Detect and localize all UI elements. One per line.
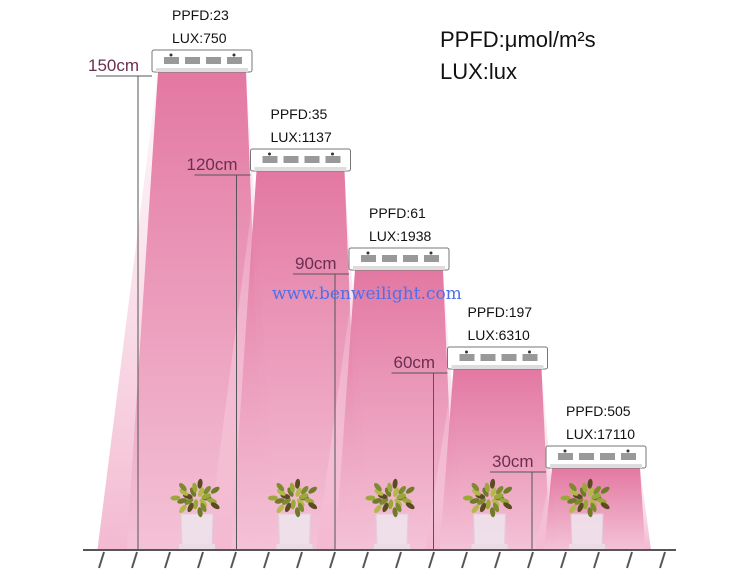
height-label: 60cm [394, 353, 436, 372]
led-module [382, 255, 397, 262]
ground-hatch [560, 551, 567, 569]
light-beam [230, 171, 360, 550]
lamps: PPFD:23 LUX:750 150cm PPFD:35 LUX:1137 120cm P… [88, 7, 647, 550]
led-module [206, 57, 221, 64]
lux-unit-legend: LUX:lux [440, 59, 517, 84]
led-module [501, 354, 517, 361]
led-module [558, 453, 573, 460]
led-module [459, 354, 475, 361]
ground-hatch [329, 551, 336, 569]
led-module [164, 57, 179, 64]
light-beams [97, 72, 652, 550]
led-module [361, 255, 376, 262]
ground-hatch [428, 551, 435, 569]
led-module [579, 453, 594, 460]
lux-value: LUX:1137 [271, 129, 332, 145]
ground-hatch [395, 551, 402, 569]
light-beam [335, 270, 456, 550]
ground-hatch [626, 551, 633, 569]
grow-light-lamp [348, 247, 450, 271]
led-module [621, 453, 636, 460]
height-label: 90cm [295, 254, 337, 273]
light-beam [439, 369, 551, 550]
ppfd-value: PPFD:23 [172, 7, 229, 23]
led-module [185, 57, 200, 64]
potted-plant [560, 478, 610, 550]
watermark: www.benweilight.com [272, 284, 462, 304]
grow-light-lamp [151, 49, 253, 73]
lux-value: LUX:6310 [468, 327, 530, 343]
grow-light-lamp [545, 445, 647, 469]
potted-plant [267, 478, 318, 550]
ground-hatch [197, 551, 204, 569]
ground-hatch [131, 551, 138, 569]
lux-value: LUX:1938 [369, 228, 431, 244]
led-module [600, 453, 615, 460]
ppfd-value: PPFD:505 [566, 403, 631, 419]
ground-hatch [230, 551, 237, 569]
led-module [325, 156, 341, 163]
led-module [424, 255, 439, 262]
ground-hatch [527, 551, 534, 569]
ppfd-value: PPFD:61 [369, 205, 426, 221]
ground-hatch [296, 551, 303, 569]
ground-hatch [98, 551, 105, 569]
ppfd-unit-legend: PPFD:μmol/m²s [440, 27, 596, 52]
led-module [522, 354, 538, 361]
potted-plant [462, 478, 513, 550]
potted-plant [365, 478, 415, 550]
ground-hatch [461, 551, 468, 569]
ground-hatch [263, 551, 270, 569]
led-module [262, 156, 278, 163]
height-label: 120cm [187, 155, 238, 174]
ppfd-value: PPFD:197 [468, 304, 533, 320]
led-module [480, 354, 496, 361]
grow-light-lamp [447, 346, 548, 370]
ground-hatch [593, 551, 600, 569]
ppfd-value: PPFD:35 [271, 106, 328, 122]
grow-light-lamp [250, 148, 351, 172]
led-module [227, 57, 242, 64]
ground-hatch [659, 551, 666, 569]
ground [83, 549, 676, 569]
ground-hatch [164, 551, 171, 569]
lux-value: LUX:750 [172, 30, 227, 46]
height-label: 150cm [88, 56, 139, 75]
ground-hatch [362, 551, 369, 569]
led-module [283, 156, 299, 163]
potted-plant [170, 478, 220, 550]
led-module [403, 255, 418, 262]
height-label: 30cm [492, 452, 534, 471]
lux-value: LUX:17110 [566, 426, 635, 442]
led-module [304, 156, 320, 163]
ground-hatch [494, 551, 501, 569]
